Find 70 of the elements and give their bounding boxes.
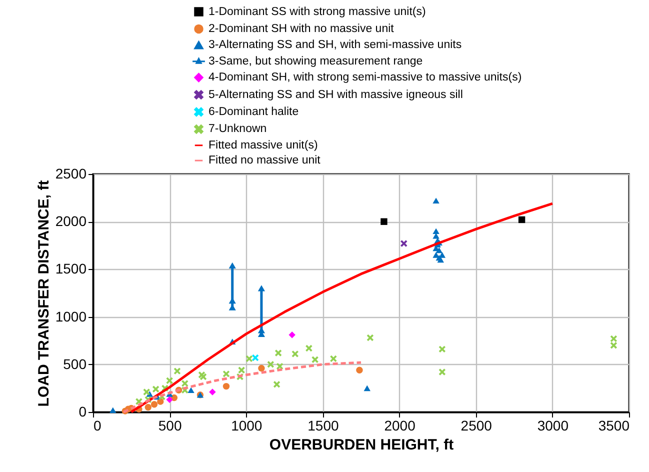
- point: [222, 382, 230, 390]
- legend-label: 5-Alternating SS and SH with massive igneous sill: [208, 88, 463, 101]
- point: [110, 407, 116, 413]
- point: [438, 368, 446, 376]
- point: [356, 366, 363, 374]
- y-tick-label: 2500: [55, 166, 87, 182]
- point: [432, 228, 440, 234]
- point: [166, 396, 173, 403]
- point: [518, 216, 526, 224]
- point: [438, 346, 446, 353]
- x-tick-label: 2500: [460, 418, 492, 434]
- point: [306, 344, 312, 352]
- legend-label: 6-Dominant halite: [208, 106, 299, 118]
- point: [182, 380, 188, 387]
- legend-label: 3-Same, but showing measurement range: [208, 55, 423, 68]
- y-tick-label: 0: [78, 404, 87, 420]
- point: [273, 381, 280, 388]
- point: [364, 385, 370, 392]
- point: [228, 262, 236, 268]
- legend-label: 7-Unknown: [208, 123, 267, 136]
- y-tick-label: 2000: [55, 213, 87, 230]
- point: [246, 355, 253, 362]
- point: [438, 252, 446, 258]
- point: [174, 368, 181, 374]
- y-axis-title: LOAD TRANSFER DISTANCE, ft: [35, 180, 52, 407]
- point: [222, 370, 230, 378]
- point: [258, 285, 265, 292]
- x-tick-label: 1000: [231, 418, 262, 434]
- legend-label: Fitted massive unit(s): [208, 139, 318, 152]
- point: [276, 362, 284, 370]
- point: [144, 404, 152, 411]
- point: [312, 356, 318, 363]
- x-tick-label: 2000: [384, 418, 416, 434]
- point: [238, 366, 245, 374]
- x-tick-label: 500: [158, 418, 182, 434]
- x-tick-label: 3000: [537, 418, 569, 434]
- point: [432, 252, 440, 258]
- point: [188, 387, 194, 394]
- point: [267, 361, 274, 368]
- point: [143, 388, 150, 396]
- line-series: [122, 361, 362, 414]
- x-tick-label: 0: [94, 418, 102, 434]
- y-tick-label: 1000: [55, 308, 87, 324]
- point: [400, 240, 408, 247]
- legend-label: 1-Dominant SS with strong massive unit(s): [208, 6, 426, 18]
- point: [258, 364, 265, 372]
- y-tick-label: 1500: [55, 260, 87, 277]
- point: [330, 355, 337, 362]
- point: [436, 247, 442, 254]
- point: [252, 354, 259, 362]
- legend-label: 4-Dominant SH, with strong semi-massive to massive units(s): [208, 72, 522, 84]
- point: [292, 350, 299, 358]
- point: [288, 332, 296, 338]
- point: [209, 388, 216, 396]
- x-tick-label: 3500: [598, 418, 630, 434]
- legend-label: 3-Alternating SS and SH, with semi-massive units: [208, 39, 462, 52]
- point: [432, 198, 440, 204]
- point: [152, 386, 160, 393]
- point: [150, 401, 158, 408]
- point: [380, 218, 388, 225]
- point: [166, 377, 173, 384]
- legend-label: Fitted no massive unit: [208, 154, 322, 167]
- x-tick-label: 1500: [308, 418, 339, 434]
- legend-label: 2-Dominant SH with no massive unit: [208, 22, 395, 35]
- y-tick-label: 500: [63, 356, 87, 372]
- point: [366, 334, 374, 342]
- point: [610, 342, 618, 349]
- x-axis-title: OVERBURDEN HEIGHT, ft: [269, 436, 454, 454]
- point: [274, 350, 282, 356]
- point: [610, 335, 618, 342]
